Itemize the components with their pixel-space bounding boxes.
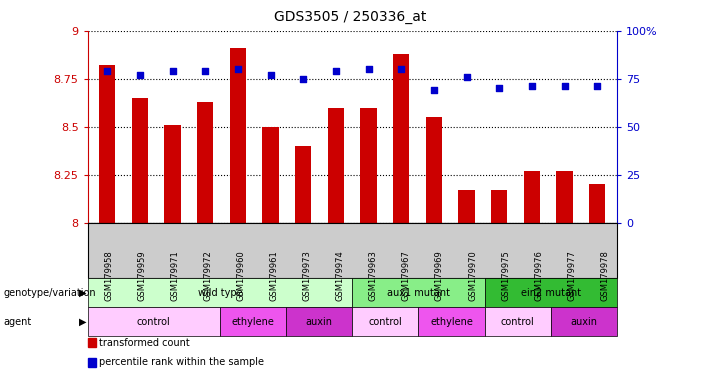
Bar bbox=[328, 108, 344, 384]
Text: GSM179974: GSM179974 bbox=[336, 251, 345, 301]
Text: GDS3505 / 250336_at: GDS3505 / 250336_at bbox=[274, 10, 427, 23]
Bar bbox=[393, 54, 409, 384]
Point bbox=[200, 68, 211, 74]
Point bbox=[592, 83, 603, 89]
Text: GSM179971: GSM179971 bbox=[170, 251, 179, 301]
Point bbox=[395, 66, 407, 72]
Bar bbox=[99, 65, 116, 384]
Text: ethylene: ethylene bbox=[231, 316, 275, 327]
Text: wild type: wild type bbox=[198, 288, 243, 298]
Point bbox=[428, 87, 440, 93]
Bar bbox=[295, 146, 311, 384]
Point bbox=[494, 85, 505, 91]
Point bbox=[232, 66, 243, 72]
Text: GSM179958: GSM179958 bbox=[104, 251, 113, 301]
Text: auxin: auxin bbox=[571, 316, 597, 327]
Text: transformed count: transformed count bbox=[99, 338, 189, 348]
Text: ethylene: ethylene bbox=[430, 316, 473, 327]
Text: GSM179959: GSM179959 bbox=[137, 251, 147, 301]
Point bbox=[330, 68, 341, 74]
Point bbox=[363, 66, 374, 72]
Point bbox=[167, 68, 178, 74]
Text: GSM179970: GSM179970 bbox=[468, 251, 477, 301]
Text: genotype/variation: genotype/variation bbox=[4, 288, 96, 298]
Point bbox=[298, 76, 309, 82]
Bar bbox=[426, 117, 442, 384]
Text: GSM179975: GSM179975 bbox=[501, 251, 510, 301]
Bar bbox=[524, 171, 540, 384]
Text: aux1 mutant: aux1 mutant bbox=[387, 288, 450, 298]
Text: GSM179960: GSM179960 bbox=[236, 251, 245, 301]
Point bbox=[559, 83, 570, 89]
Text: GSM179967: GSM179967 bbox=[402, 251, 411, 301]
Text: ▶: ▶ bbox=[79, 288, 86, 298]
Text: auxin: auxin bbox=[306, 316, 333, 327]
Point bbox=[102, 68, 113, 74]
Text: ▶: ▶ bbox=[79, 316, 86, 327]
Bar bbox=[262, 127, 279, 384]
Text: GSM179976: GSM179976 bbox=[534, 251, 543, 301]
Bar bbox=[132, 98, 148, 384]
Bar bbox=[589, 184, 606, 384]
Point bbox=[461, 74, 472, 80]
Point bbox=[526, 83, 538, 89]
Bar bbox=[491, 190, 508, 384]
Text: GSM179977: GSM179977 bbox=[567, 251, 576, 301]
Bar bbox=[230, 48, 246, 384]
Text: GSM179972: GSM179972 bbox=[203, 251, 212, 301]
Text: control: control bbox=[137, 316, 170, 327]
Text: GSM179963: GSM179963 bbox=[369, 251, 378, 301]
Text: agent: agent bbox=[4, 316, 32, 327]
Point bbox=[265, 72, 276, 78]
Text: ein2 mutant: ein2 mutant bbox=[521, 288, 581, 298]
Bar bbox=[165, 125, 181, 384]
Text: GSM179978: GSM179978 bbox=[600, 251, 609, 301]
Point bbox=[135, 72, 146, 78]
Text: GSM179961: GSM179961 bbox=[270, 251, 278, 301]
Text: control: control bbox=[369, 316, 402, 327]
Text: percentile rank within the sample: percentile rank within the sample bbox=[99, 358, 264, 367]
Bar bbox=[557, 171, 573, 384]
Bar bbox=[197, 102, 213, 384]
Bar bbox=[458, 190, 475, 384]
Bar bbox=[360, 108, 376, 384]
Text: control: control bbox=[501, 316, 535, 327]
Text: GSM179973: GSM179973 bbox=[303, 251, 312, 301]
Text: GSM179969: GSM179969 bbox=[435, 251, 444, 301]
